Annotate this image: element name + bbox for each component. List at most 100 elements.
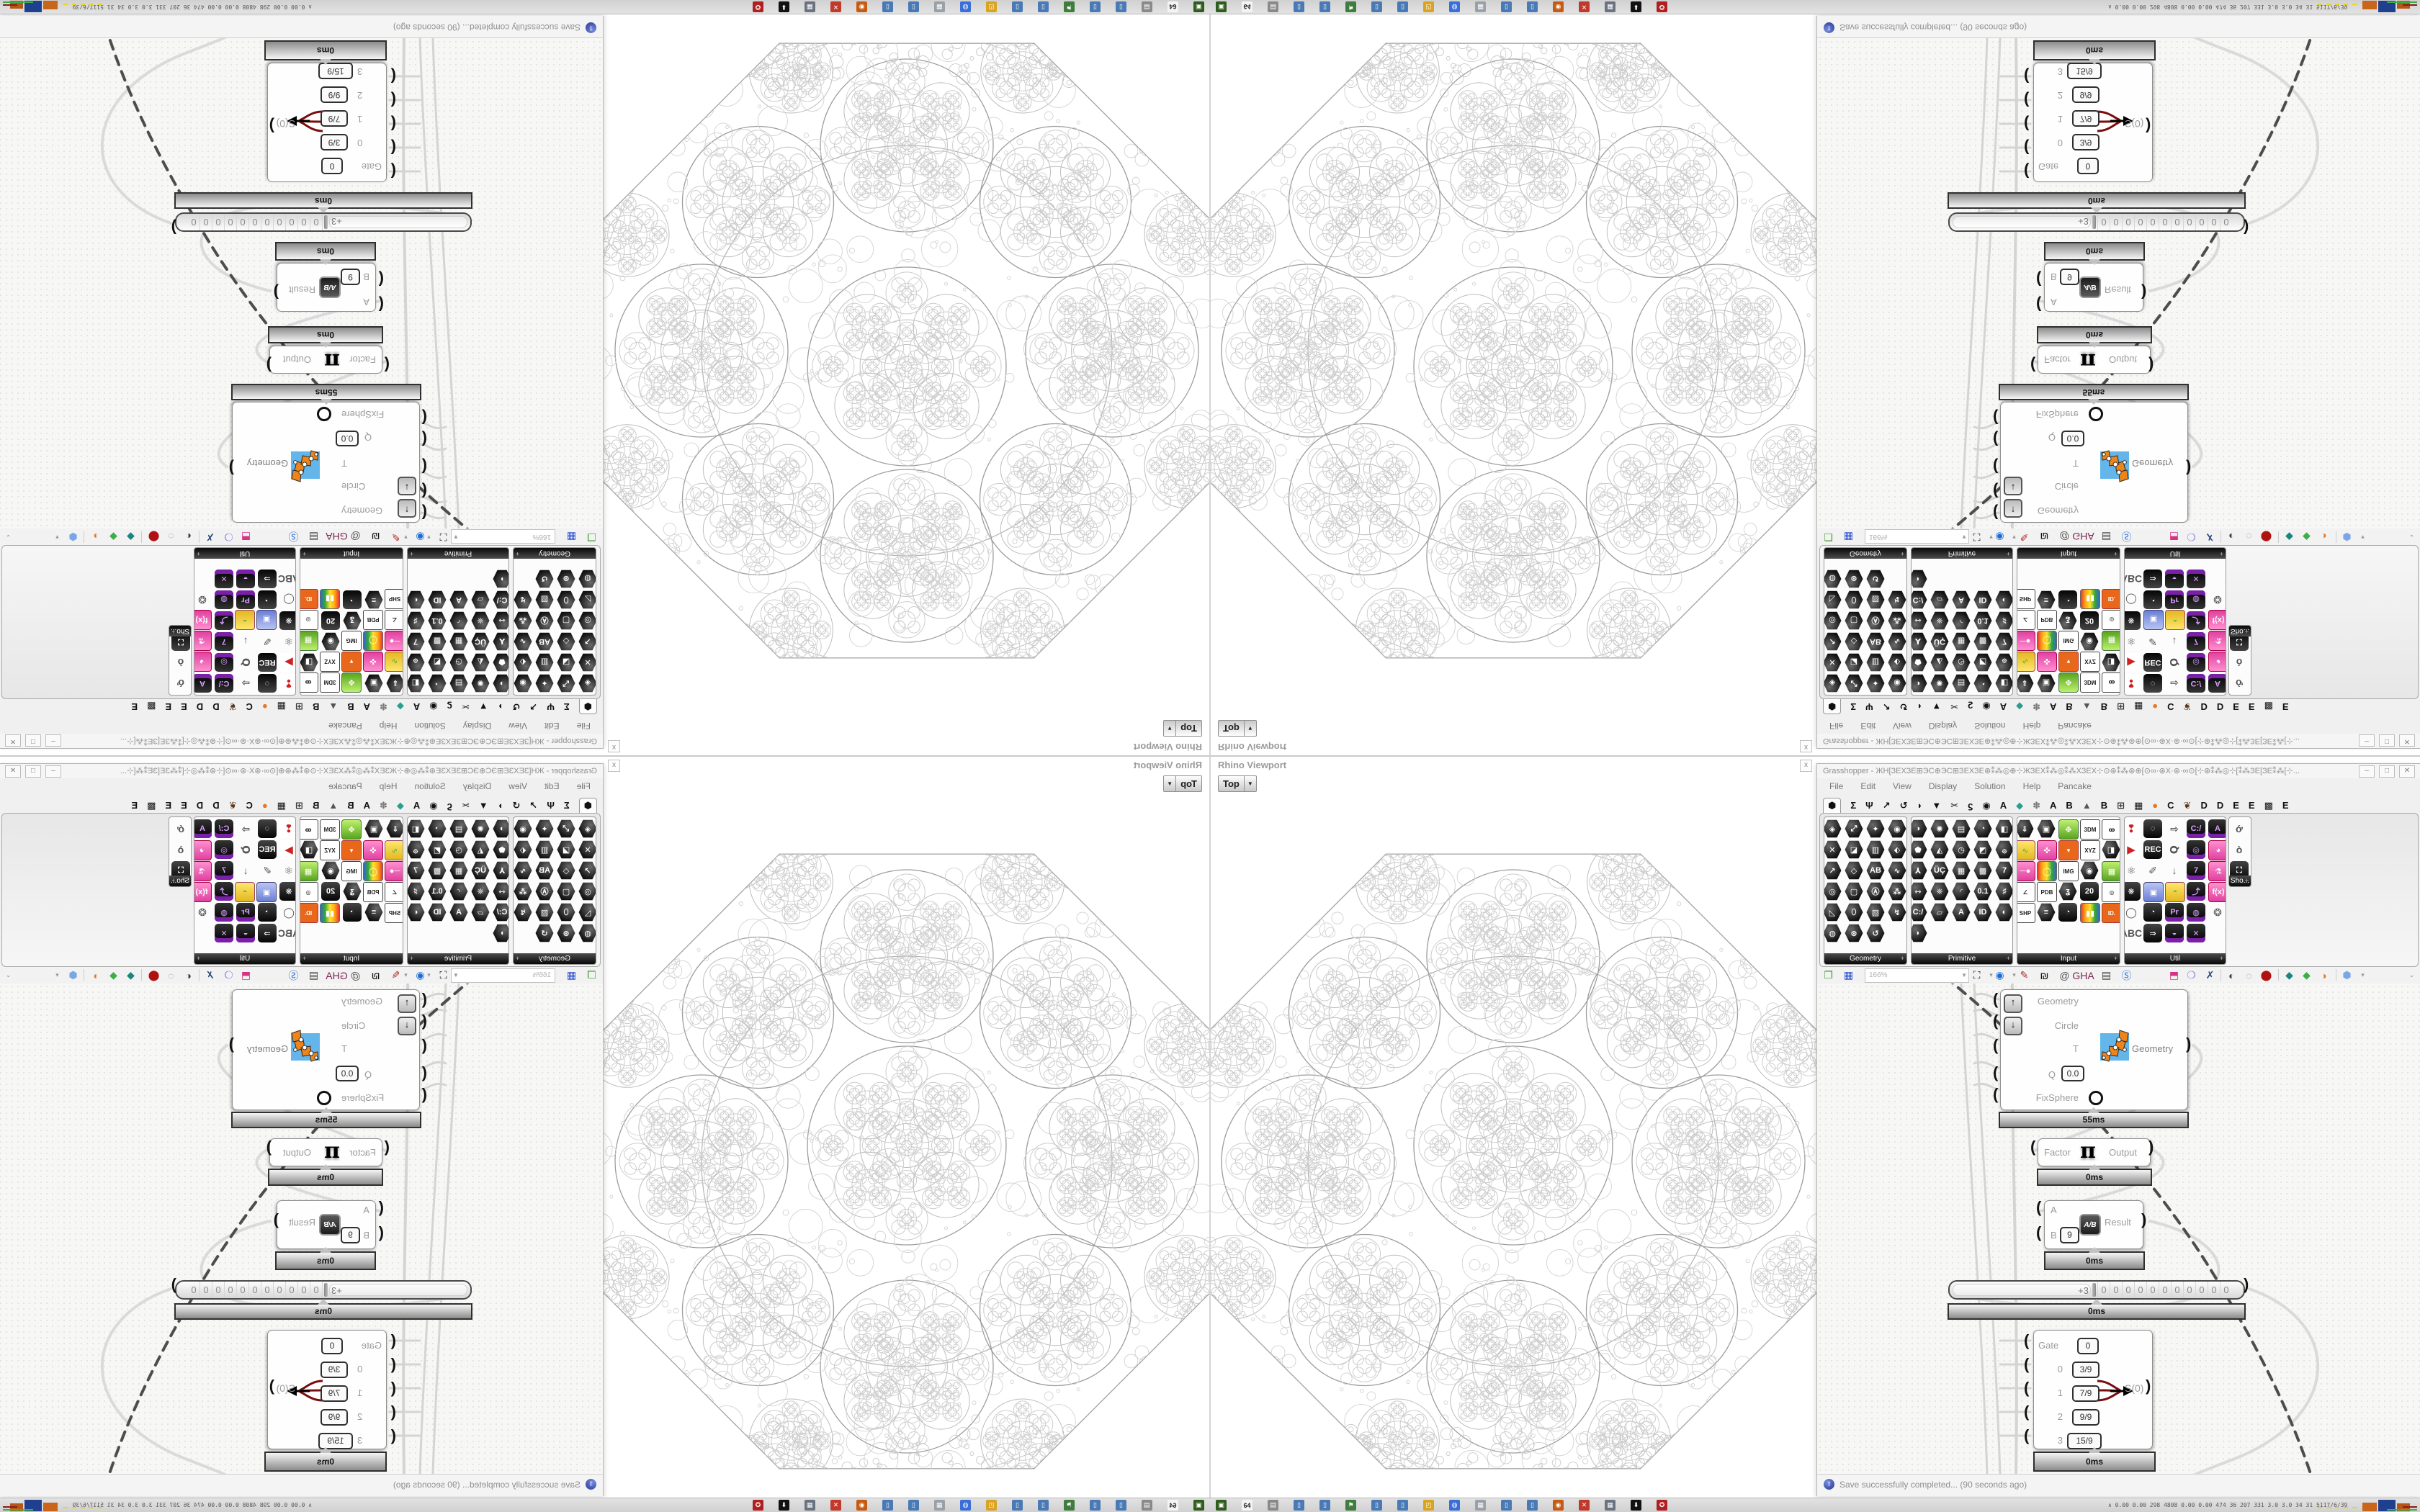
deselect-cone-icon[interactable]: ◆: [109, 969, 117, 981]
palette-component-icon[interactable]: ▣: [2143, 610, 2164, 630]
taskbar-app-icon[interactable]: ▯: [882, 1, 893, 12]
preview-wire-sphere-icon[interactable]: ◌: [168, 969, 174, 981]
palette-component-icon[interactable]: ↯: [514, 903, 532, 922]
input-jack[interactable]: (: [390, 139, 396, 157]
palette-component-icon[interactable]: ◧: [1995, 674, 2013, 693]
palette-component-icon[interactable]: SHP: [2017, 589, 2035, 609]
palette-component-icon[interactable]: ⤢: [557, 819, 575, 838]
preview-wire-sphere-icon[interactable]: ◌: [2246, 531, 2252, 543]
palette-component-icon[interactable]: ⇨: [2170, 822, 2179, 834]
search-s-icon[interactable]: Ⓢ: [288, 969, 299, 981]
input-jack[interactable]: (: [390, 1331, 396, 1349]
open-file-icon[interactable]: ❐: [587, 531, 596, 543]
taskbar-app-icon[interactable]: ✪: [1657, 1500, 1667, 1511]
palette-component-icon[interactable]: ▢: [557, 882, 575, 901]
palette-component-icon[interactable]: ◩: [428, 653, 447, 672]
gate-value-box[interactable]: 15/9: [318, 63, 353, 79]
preview-off-sphere-icon[interactable]: ◐: [185, 969, 192, 981]
palette-component-icon[interactable]: PDB: [2037, 610, 2057, 630]
palette-component-icon[interactable]: 0.1: [1973, 882, 1992, 901]
menu-item-help[interactable]: Help: [2022, 781, 2041, 791]
taskbar-app-icon[interactable]: ▯: [1371, 1500, 1382, 1511]
palette-panel-label[interactable]: Geometry +: [1824, 953, 1906, 964]
panel-expand-icon[interactable]: +: [1900, 955, 1904, 962]
palette-tab[interactable]: ⊞: [295, 800, 303, 811]
palette-tab[interactable]: ◉: [1982, 800, 1991, 811]
palette-component-icon[interactable]: ✕: [215, 924, 233, 942]
palette-panel-label[interactable]: Util +: [194, 548, 295, 559]
taskbar-app-icon[interactable]: ▯: [1319, 1500, 1330, 1511]
palette-component-icon[interactable]: ABC: [2125, 927, 2143, 939]
input-jack[interactable]: (: [378, 1198, 384, 1216]
palette-component-icon[interactable]: ⇓: [2017, 674, 2034, 693]
palette-component-icon[interactable]: ◔: [428, 674, 447, 693]
palette-panel-label[interactable]: Input +: [2017, 548, 2120, 559]
palette-component-icon[interactable]: C:/: [2187, 819, 2205, 838]
palette-component-icon[interactable]: ◒: [2165, 924, 2184, 942]
gate-value-box[interactable]: 0: [321, 158, 343, 174]
taskbar-app-icon[interactable]: ▯: [1371, 1, 1382, 12]
slider-digit-wheel[interactable]: 0: [2097, 214, 2110, 230]
slider-digit-wheel[interactable]: 0: [237, 214, 249, 230]
input-jack[interactable]: (: [2024, 1331, 2030, 1349]
slider-digit-wheel[interactable]: 0: [274, 214, 286, 230]
save-file-icon[interactable]: ▦: [566, 531, 577, 543]
palette-panel-label[interactable]: Util +: [194, 953, 295, 964]
palette-component-icon[interactable]: ▧: [1866, 903, 1885, 922]
palette-tab[interactable]: ↗: [1882, 701, 1891, 712]
palette-component-icon[interactable]: ◐: [1995, 590, 2013, 609]
palette-component-icon[interactable]: ◉: [514, 819, 532, 838]
taskbar-app-icon[interactable]: ✕: [830, 1500, 841, 1511]
palette-component-icon[interactable]: ▩: [1973, 632, 1992, 651]
palette-component-icon[interactable]: ─●: [385, 861, 403, 881]
export-doc-icon[interactable]: ▤: [308, 969, 319, 981]
panel-expand-icon[interactable]: +: [410, 955, 414, 962]
menu-item-pancake[interactable]: Pancake: [2058, 781, 2092, 791]
palette-panel-label[interactable]: Geometry +: [1824, 548, 1906, 559]
palette-component-icon[interactable]: ÜÇ: [471, 632, 490, 651]
taskbar-app-icon[interactable]: 64: [1168, 1500, 1178, 1511]
palette-component-icon[interactable]: ▼: [2058, 840, 2079, 860]
taskbar-app-icon[interactable]: ✪: [753, 1, 763, 12]
palette-component-icon[interactable]: ❋: [2125, 882, 2141, 901]
down-arrow-button[interactable]: ↓: [398, 477, 416, 495]
palette-component-icon[interactable]: ∠: [2017, 610, 2035, 630]
palette-component-icon[interactable]: ∿: [1888, 632, 1906, 651]
up-arrow-button[interactable]: ↑: [398, 994, 416, 1013]
slider-digit-wheel[interactable]: 0: [2159, 214, 2171, 230]
gate-logic-icon[interactable]: ₪: [371, 969, 380, 981]
palette-component-icon[interactable]: ≡: [2037, 590, 2056, 609]
palette-component-icon[interactable]: ID.: [2102, 903, 2120, 923]
palette-tab[interactable]: ▲: [328, 701, 339, 712]
palette-tab[interactable]: C: [2167, 701, 2174, 712]
taskbar-app-icon[interactable]: ▯: [1319, 1, 1330, 12]
input-jack[interactable]: (: [390, 91, 396, 109]
palette-component-icon[interactable]: ▤: [1952, 674, 1971, 693]
gate-value-box[interactable]: 15/9: [2067, 1433, 2102, 1449]
palette-component-icon[interactable]: ▣: [2143, 882, 2164, 902]
palette-panel-label[interactable]: Sho... +: [2229, 626, 2251, 636]
palette-component-icon[interactable]: ID.: [300, 903, 318, 923]
palette-component-icon[interactable]: ◜: [1952, 882, 1971, 901]
idea-bulb-icon[interactable]: ❍: [2187, 531, 2196, 543]
palette-tab[interactable]: A: [413, 701, 421, 712]
palette-component-icon[interactable]: ◔: [2143, 903, 2162, 922]
slider-digit-wheel[interactable]: 0: [2208, 1282, 2220, 1298]
palette-component-icon[interactable]: ▩: [1973, 861, 1992, 880]
palette-component-icon[interactable]: ◯: [2125, 906, 2137, 918]
palette-component-icon[interactable]: ⁂: [1888, 882, 1906, 901]
palette-component-icon[interactable]: ∿: [2017, 652, 2035, 672]
palette-component-icon[interactable]: C:/: [493, 903, 509, 922]
palette-tab[interactable]: E: [165, 701, 172, 712]
fixsphere-toggle[interactable]: [2089, 1091, 2103, 1105]
slider-digit-wheel[interactable]: 0: [2146, 1282, 2159, 1298]
slider-track[interactable]: +3: [1953, 216, 2091, 228]
window-titlebar[interactable]: Grasshopper - ЖН[ЗЕХЗЕ⊞ЭС⊕ЭС⊞ЗЕХЗЕ⊛⁑⁂◎⊕⊹…: [1817, 764, 2420, 778]
palette-component-icon[interactable]: ◌: [2143, 819, 2162, 838]
palette-component-icon[interactable]: 20: [321, 882, 340, 901]
palette-tab[interactable]: ⬢: [1823, 798, 1842, 813]
taskbar-app-icon[interactable]: ▦: [805, 1, 815, 12]
palette-component-icon[interactable]: ℺: [241, 843, 251, 855]
palette-tab[interactable]: B: [2100, 701, 2108, 712]
fixsphere-toggle[interactable]: [317, 1091, 331, 1105]
